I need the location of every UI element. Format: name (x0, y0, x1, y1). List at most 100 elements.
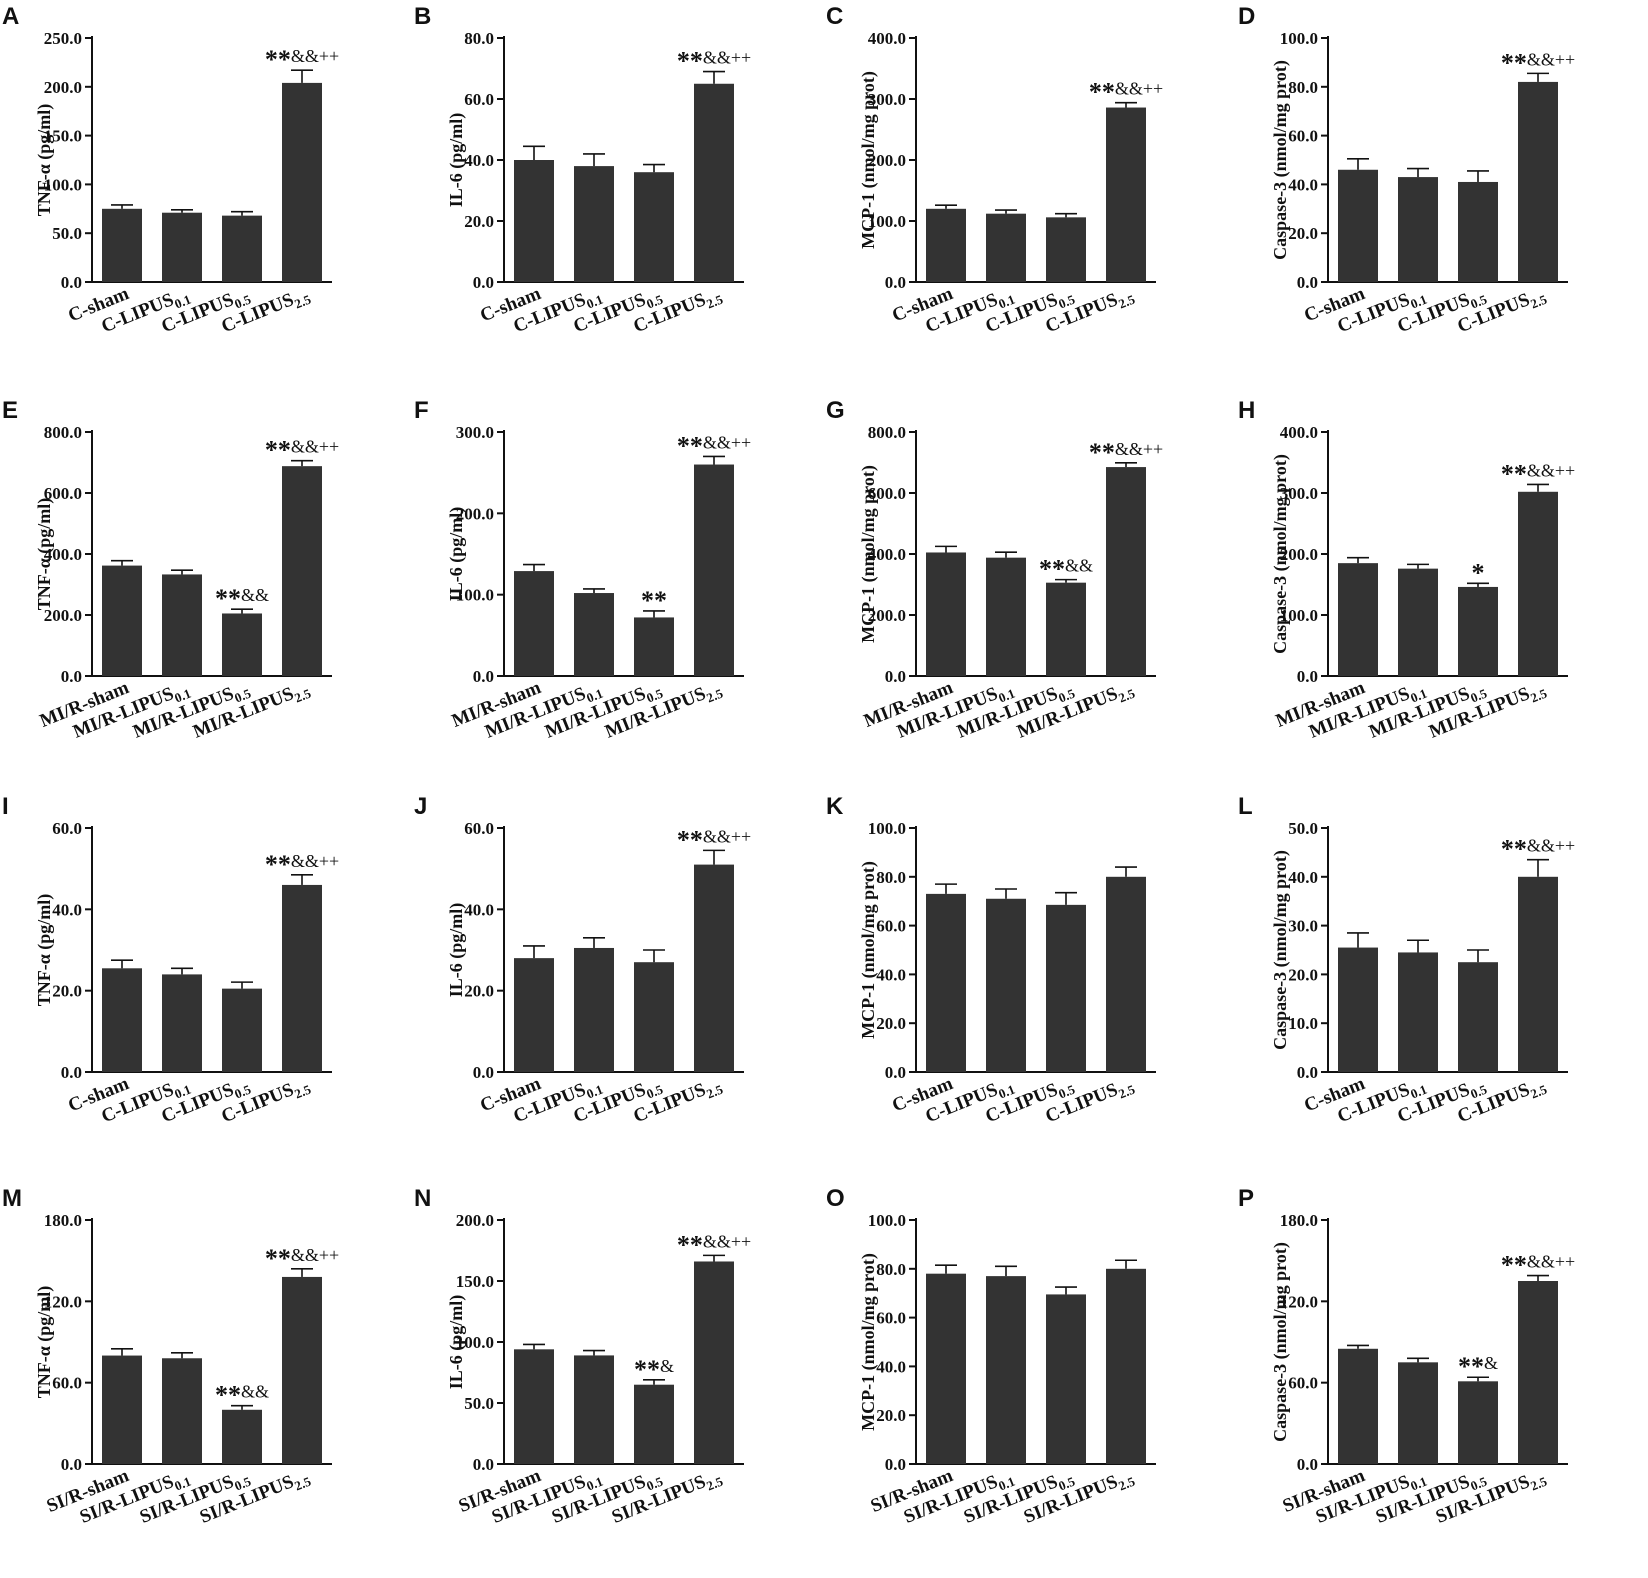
panel-l: L 0.0 10.0 20.0 30.0 40.0 50.0 Caspase-3 (nmol/… (1236, 790, 1648, 1184)
bar (694, 1261, 734, 1464)
category-subscript: 0.1 (1408, 292, 1429, 312)
bar (1046, 217, 1086, 282)
y-tick-label: 150.0 (456, 1272, 494, 1291)
chart-svg: G 0.0 200.0 400.0 600.0 800.0 MCP-1 (nmol/mg p… (826, 397, 1163, 743)
y-tick-label: 600.0 (868, 484, 906, 503)
bar (1398, 177, 1438, 282)
y-tick-label: 80.0 (1288, 78, 1318, 97)
bar (1518, 1281, 1558, 1464)
significance-part: & (1484, 1353, 1498, 1373)
significance-label: **&&++ (265, 436, 339, 465)
significance-part: &&++ (1527, 1252, 1575, 1272)
panel-d: D 0.0 20.0 40.0 60.0 80.0 100.0 Caspase-3 (nmol… (1236, 0, 1648, 394)
bar (694, 83, 734, 282)
y-tick-label: 100.0 (456, 586, 494, 605)
y-tick-label: 60.0 (52, 819, 82, 838)
category-label: C-LIPUS2.5 (1042, 1073, 1137, 1130)
bar (1398, 952, 1438, 1072)
bar (1518, 876, 1558, 1072)
y-tick-label: 100.0 (1280, 29, 1318, 48)
significance-part: ** (1089, 78, 1115, 107)
category-subscript: 2.5 (1528, 291, 1549, 311)
bar (574, 166, 614, 282)
panel-letter: C (826, 3, 843, 30)
y-tick-label: 200.0 (1280, 545, 1318, 564)
bar (986, 1276, 1026, 1464)
category-subscript: 2.5 (1528, 685, 1549, 705)
y-tick-label: 0.0 (473, 1455, 494, 1474)
bar (634, 1384, 674, 1464)
y-tick-label: 250.0 (44, 29, 82, 48)
y-tick-label: 0.0 (61, 273, 82, 292)
bar (574, 593, 614, 676)
significance-label: **&&++ (1501, 1251, 1575, 1280)
significance-part: & (660, 1356, 674, 1376)
significance-label: **&&++ (265, 1244, 339, 1273)
bar (1338, 563, 1378, 676)
bar (162, 974, 202, 1072)
y-tick-label: 200.0 (456, 504, 494, 523)
chart-svg: H 0.0 100.0 200.0 300.0 400.0 Caspase-3 (nmol/… (1238, 397, 1575, 743)
panel-k: K 0.0 20.0 40.0 60.0 80.0 100.0 MCP-1 (nmol/mg … (824, 790, 1236, 1184)
category-label: C-LIPUS2.5 (630, 283, 725, 340)
y-tick-label: 30.0 (1288, 917, 1318, 936)
bar (1518, 491, 1558, 676)
y-tick-label: 10.0 (1288, 1014, 1318, 1033)
significance-label: **& (634, 1355, 674, 1384)
y-axis-label: IL-6 (pg/ml) (446, 507, 467, 602)
significance-part: &&++ (291, 851, 339, 871)
significance-part: && (241, 585, 269, 605)
bar (1106, 467, 1146, 676)
bar (102, 1355, 142, 1464)
y-tick-label: 150.0 (44, 127, 82, 146)
category-subscript: 0.5 (1468, 1473, 1489, 1493)
y-tick-label: 300.0 (868, 90, 906, 109)
panel-letter: O (826, 1185, 845, 1212)
significance-part: &&++ (1115, 439, 1163, 459)
significance-label: **&&++ (677, 1230, 751, 1259)
bar (222, 613, 262, 676)
significance-part: ** (1458, 1352, 1484, 1381)
bar (162, 1358, 202, 1464)
significance-part: ** (265, 850, 291, 879)
y-tick-label: 50.0 (52, 224, 82, 243)
panel-p: P 0.0 60.0 120.0 180.0 Caspase-3 (nmol/mg pro… (1236, 1182, 1648, 1576)
panel-letter: K (826, 793, 844, 820)
panel-letter: G (826, 397, 845, 424)
category-subscript: 0.1 (584, 686, 605, 706)
y-tick-label: 0.0 (1297, 1063, 1318, 1082)
y-tick-label: 0.0 (885, 667, 906, 686)
significance-part: &&++ (1527, 49, 1575, 69)
bar (986, 213, 1026, 282)
significance-part: ** (677, 431, 703, 460)
bar (1458, 181, 1498, 282)
category-label: C-LIPUS2.5 (1042, 283, 1137, 340)
y-tick-label: 0.0 (473, 273, 494, 292)
panel-letter: F (414, 397, 429, 424)
y-axis-label: Caspase-3 (nmol/mg prot) (1270, 1242, 1291, 1442)
panel-letter: H (1238, 397, 1255, 424)
bar (1338, 1348, 1378, 1464)
y-tick-label: 0.0 (61, 667, 82, 686)
y-tick-label: 120.0 (1280, 1292, 1318, 1311)
y-tick-label: 0.0 (885, 1455, 906, 1474)
y-tick-label: 80.0 (876, 868, 906, 887)
bar (1338, 169, 1378, 282)
y-tick-label: 40.0 (1288, 175, 1318, 194)
significance-part: ** (265, 45, 291, 74)
y-tick-label: 0.0 (473, 667, 494, 686)
bar (1046, 904, 1086, 1072)
y-axis-label: IL-6 (pg/ml) (446, 903, 467, 998)
bar (514, 160, 554, 282)
category-subscript: 2.5 (292, 1081, 313, 1101)
y-axis-label: TNF-α (pg/ml) (34, 104, 55, 217)
y-tick-label: 0.0 (885, 273, 906, 292)
bar (1458, 962, 1498, 1072)
bar (1458, 586, 1498, 676)
bar (1398, 1362, 1438, 1464)
significance-label: **&&++ (1501, 835, 1575, 864)
